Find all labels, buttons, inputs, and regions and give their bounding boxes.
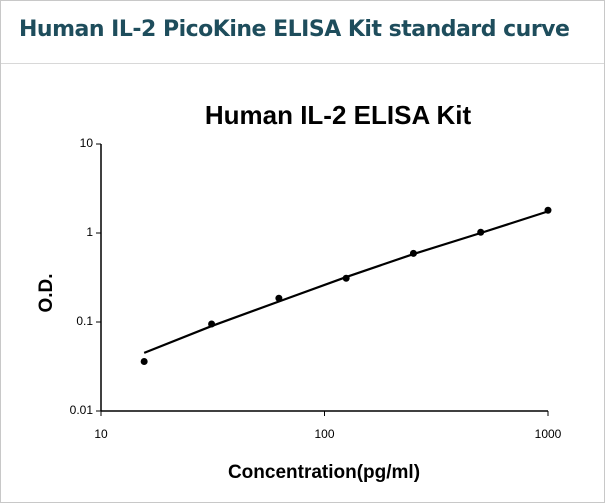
- x-tick-label: 100: [314, 427, 334, 441]
- x-tick-label: 10: [94, 427, 108, 441]
- page-title: Human IL-2 PicoKine ELISA Kit standard c…: [19, 17, 570, 42]
- data-point: [140, 357, 148, 365]
- y-tick-label: 1: [86, 225, 93, 239]
- separator: [1, 63, 604, 64]
- y-tick-label: 0.01: [70, 403, 94, 417]
- x-axis-label: Concentration(pg/ml): [228, 462, 420, 483]
- chart-title: Human IL-2 ELISA Kit: [205, 100, 472, 130]
- y-axis-label: O.D.: [36, 273, 57, 312]
- y-tick-label: 10: [80, 136, 94, 150]
- x-tick-label: 1000: [535, 427, 562, 441]
- fit-line: [143, 210, 549, 354]
- y-tick-label: 0.1: [76, 314, 93, 328]
